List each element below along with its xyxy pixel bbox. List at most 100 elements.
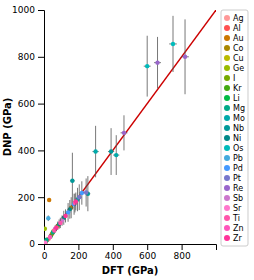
y-axis-title: DNP (GPa) — [2, 98, 13, 157]
y-tick-label: 0 — [29, 239, 35, 249]
legend-label: Ag — [233, 14, 244, 23]
series — [44, 227, 47, 231]
point — [54, 225, 58, 229]
point — [155, 60, 159, 64]
y-tick: 800 — [18, 52, 44, 62]
series — [53, 215, 64, 232]
legend-swatch — [224, 135, 230, 141]
legend-swatch — [224, 185, 230, 191]
legend-swatch — [224, 65, 230, 71]
x-tick-mark — [113, 244, 114, 250]
series — [77, 178, 89, 210]
legend-label: Al — [233, 24, 241, 33]
point — [109, 149, 113, 153]
chart: 020040060080002004006008001000DFT (GPa)D… — [0, 0, 254, 280]
x-tick: 400 — [105, 244, 122, 261]
x-tick-label: 200 — [70, 251, 87, 261]
y-axis: 0 200 400 600 800 1000 — [12, 5, 44, 249]
legend-label: Pd — [233, 164, 243, 173]
y-tick-label: 200 — [18, 193, 35, 203]
legend-label: I — [233, 74, 235, 83]
legend-label: Ge — [233, 64, 244, 73]
series — [46, 215, 50, 221]
legend-swatch — [224, 235, 230, 241]
legend-label: Os — [233, 144, 243, 153]
legend-label: Nb — [233, 124, 244, 133]
series — [57, 200, 72, 229]
point — [122, 131, 126, 135]
legend-swatch — [224, 75, 230, 81]
series — [50, 197, 73, 236]
legend-label: Mg — [233, 104, 245, 113]
legend-swatch — [224, 85, 230, 91]
legend-swatch — [224, 125, 230, 131]
x-axis-title: DFT (GPa) — [102, 265, 159, 276]
y-tick: 600 — [18, 99, 44, 109]
y-tick-mark — [38, 104, 44, 105]
point — [114, 153, 118, 157]
point — [44, 227, 47, 231]
point — [171, 42, 175, 46]
legend-label: Re — [233, 184, 243, 193]
point — [46, 216, 50, 220]
plot: 020040060080002004006008001000 — [12, 5, 216, 261]
legend-swatch — [224, 115, 230, 121]
x-tick-mark — [182, 244, 183, 250]
y-tick-mark — [38, 197, 44, 198]
marks — [44, 10, 216, 244]
point — [183, 55, 187, 59]
legend-swatch — [224, 225, 230, 231]
point — [66, 210, 70, 214]
series — [70, 128, 114, 211]
x-tick-label: 600 — [139, 251, 156, 261]
y-tick: 0 — [29, 239, 44, 249]
legend-label: Sb — [233, 194, 243, 203]
legend-label: Kr — [233, 84, 242, 93]
legend-swatch — [224, 25, 230, 31]
y-tick: 400 — [18, 146, 44, 156]
series — [54, 193, 78, 232]
y-tick: 1000 — [12, 5, 44, 15]
x-tick-label: 400 — [105, 251, 122, 261]
legend-swatch — [224, 15, 230, 21]
series — [47, 198, 51, 202]
legend-label: Li — [233, 94, 240, 103]
legend-label: Pt — [233, 174, 241, 183]
x-tick-mark — [78, 244, 79, 250]
point — [63, 214, 67, 218]
y-tick-label: 400 — [18, 146, 35, 156]
y-tick-mark — [38, 10, 44, 11]
x-tick-label: 800 — [174, 251, 191, 261]
point — [44, 241, 47, 244]
legend-label: Zn — [233, 224, 244, 233]
legend-swatch — [224, 165, 230, 171]
legend-swatch — [224, 105, 230, 111]
y-tick-label: 1000 — [12, 5, 35, 15]
y-tick-mark — [38, 57, 44, 58]
x-axis: 0200400600800 — [42, 244, 217, 261]
point — [44, 241, 47, 244]
legend-swatch — [224, 145, 230, 151]
point — [74, 199, 78, 203]
y-tick: 200 — [18, 193, 44, 203]
legend-label: Au — [233, 34, 244, 43]
series — [44, 240, 48, 244]
series — [66, 181, 84, 221]
y-axis-line — [38, 11, 45, 245]
point — [47, 198, 51, 202]
legend-swatch — [224, 45, 230, 51]
legend-swatch — [224, 95, 230, 101]
point — [70, 179, 74, 183]
legend-swatch — [224, 215, 230, 221]
x-tick: 600 — [139, 244, 156, 261]
legend-frame — [221, 10, 248, 246]
point — [48, 235, 52, 239]
point — [145, 64, 149, 68]
y-tick-label: 600 — [18, 99, 35, 109]
legend-swatch — [224, 175, 230, 181]
point — [58, 221, 62, 225]
parity-line — [44, 10, 216, 244]
point — [84, 190, 88, 194]
legend-swatch — [224, 205, 230, 211]
series — [144, 16, 177, 97]
